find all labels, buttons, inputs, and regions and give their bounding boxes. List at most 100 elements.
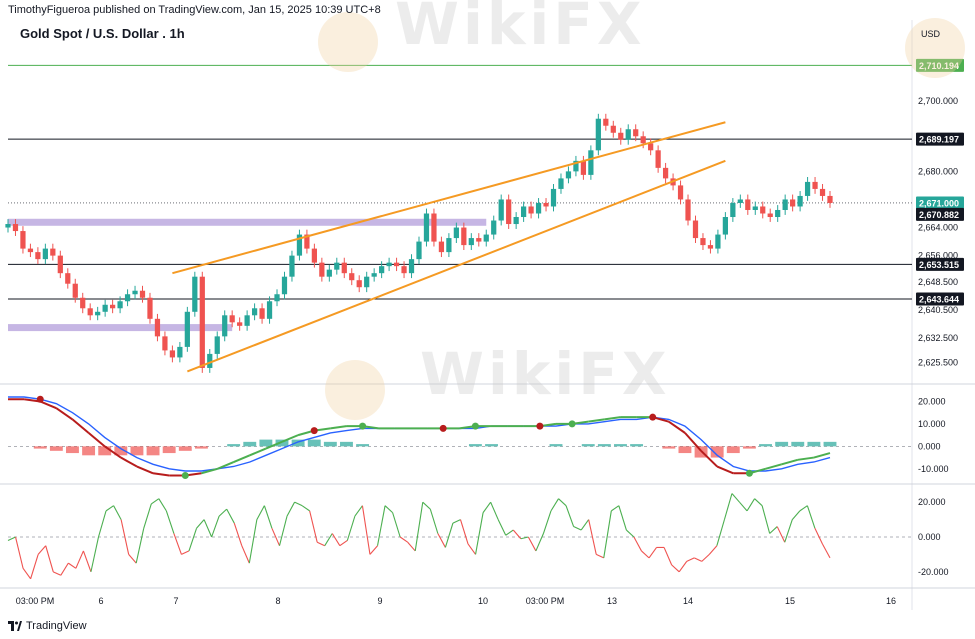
oscillator-segment	[90, 536, 100, 572]
oscillator-segment	[196, 519, 205, 529]
candle-body	[364, 276, 370, 288]
oscillator-segment	[173, 533, 182, 555]
candle-body	[177, 346, 183, 358]
candle-body	[550, 188, 557, 207]
oscillator-segment	[422, 501, 431, 510]
macd-hist-bar	[259, 439, 273, 447]
macd-line-segment	[716, 465, 734, 475]
macd-hist-bar	[49, 446, 63, 451]
oscillator-segment	[573, 526, 582, 531]
candle-body	[95, 311, 101, 316]
macd-hist-bar	[130, 446, 144, 456]
support-zone-0	[8, 218, 487, 226]
oscillator-segment	[671, 564, 680, 573]
candle-body	[102, 304, 108, 312]
macd-line-segment	[71, 418, 90, 434]
price-label-1: 2,689.197	[919, 135, 959, 145]
macd-tick-label: 0.000	[918, 441, 941, 451]
oscillator-segment	[271, 528, 280, 546]
oscillator-segment	[784, 519, 793, 543]
oscillator-segment	[203, 519, 213, 538]
oscillator-segment	[633, 536, 642, 552]
oscillator-segment	[113, 505, 122, 520]
candle-body	[319, 262, 325, 277]
price-tick-label: 2,632.500	[918, 333, 958, 343]
macd-line-segment	[233, 454, 251, 463]
macd-hist-bar	[807, 441, 821, 447]
candle-body	[192, 276, 198, 312]
oscillator-segment	[791, 510, 801, 520]
oscillator-segment	[181, 550, 190, 555]
channel-line-upper	[172, 121, 726, 275]
candle-body	[371, 273, 377, 277]
macd-line-segment	[668, 420, 686, 434]
candle-body	[80, 297, 86, 309]
macd-hist-bar	[66, 446, 79, 454]
oscillator-segment	[286, 501, 296, 517]
oscillator-segment	[158, 498, 167, 512]
candle-body	[521, 206, 527, 218]
macd-hist-bar	[194, 446, 208, 449]
macd-hist-bar	[742, 446, 756, 449]
macd-tick-label: 20.000	[918, 396, 946, 406]
candle-body	[535, 202, 542, 214]
macd-line-segment	[700, 450, 718, 468]
candle-body	[214, 336, 220, 354]
macd-hist-bar	[710, 446, 724, 458]
oscillator-segment	[694, 557, 703, 562]
macd-hist-bar	[726, 446, 740, 454]
oscillator-segment	[558, 498, 567, 507]
candle-body	[132, 290, 138, 295]
candle-body	[513, 217, 519, 225]
oscillator-segment	[188, 528, 198, 552]
oscillator-segment	[316, 541, 325, 547]
oscillator-segment	[716, 519, 725, 546]
oscillator-segment	[7, 536, 16, 541]
macd-hist-bar	[759, 444, 772, 447]
candle-body	[745, 199, 751, 210]
oscillator-segment	[45, 545, 54, 572]
footer-brand[interactable]: TradingView	[8, 620, 87, 632]
macd-hist-bar	[291, 439, 305, 447]
oscillator-segment	[701, 554, 710, 562]
candle-body	[446, 238, 452, 253]
oscillator-segment	[475, 512, 484, 555]
oscillator-segment	[301, 505, 310, 512]
macd-signal-line	[8, 396, 831, 472]
macd-line-segment	[781, 458, 799, 466]
candle-body	[229, 315, 235, 323]
oscillator-segment	[467, 543, 477, 555]
macd-cross-marker	[568, 420, 576, 428]
oscillator-segment	[324, 533, 333, 546]
osc-tick-label: 20.000	[918, 497, 946, 507]
candle-body	[580, 160, 587, 175]
osc-tick-label: 0.000	[918, 532, 941, 542]
oscillator-segment	[641, 550, 650, 559]
candle-body	[625, 129, 631, 140]
candle-body	[722, 217, 728, 235]
candle-body	[782, 199, 788, 210]
price-label-4: 2,653.515	[919, 260, 959, 270]
footer-brand-label: TradingView	[26, 620, 87, 632]
oscillator-segment	[776, 526, 786, 543]
candle-body	[491, 220, 497, 235]
watermark-text-2: WikiFX	[420, 340, 671, 408]
candle-body	[603, 118, 609, 126]
oscillator-segment	[376, 505, 386, 546]
oscillator-segment	[22, 568, 32, 580]
support-zone-1	[8, 324, 233, 332]
macd-cross-marker	[439, 424, 447, 432]
time-tick-label: 6	[98, 596, 103, 606]
candle-body	[453, 227, 459, 239]
oscillator-segment	[535, 533, 544, 552]
oscillator-segment	[603, 510, 612, 558]
oscillator-segment	[437, 533, 446, 548]
macd-cross-marker	[745, 469, 753, 477]
oscillator-segment	[769, 526, 778, 534]
chart-title: Gold Spot / U.S. Dollar . 1h	[20, 26, 185, 41]
oscillator-segment	[37, 545, 47, 555]
macd-cross-marker	[359, 422, 367, 430]
candle-body	[573, 160, 579, 172]
macd-line-segment	[684, 432, 702, 452]
